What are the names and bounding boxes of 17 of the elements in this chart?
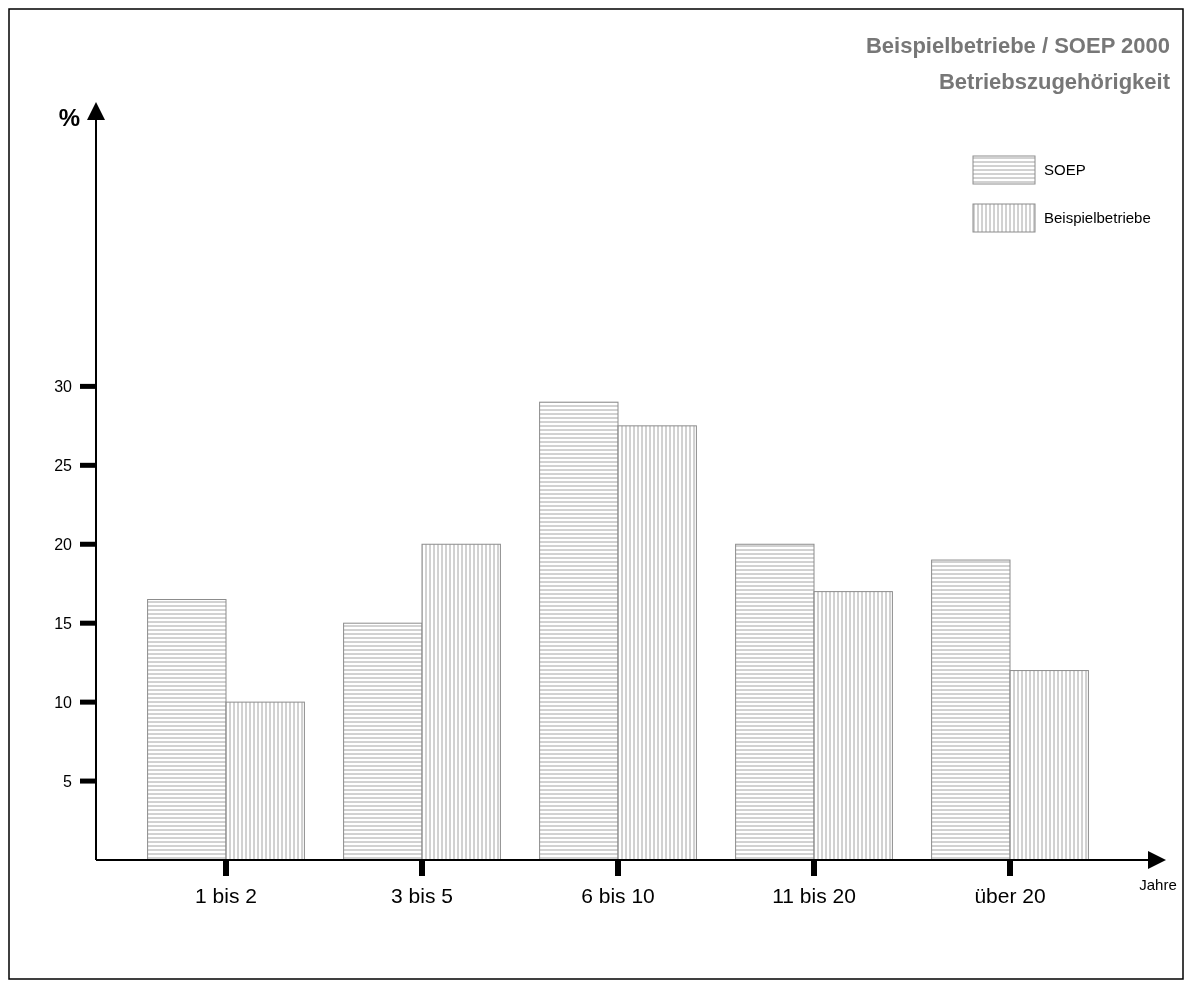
- x-tick-label: 1 bis 2: [195, 884, 257, 907]
- y-tick-label: 20: [54, 535, 73, 553]
- y-tick-label: 30: [54, 377, 73, 395]
- x-tick-label: über 20: [974, 884, 1046, 907]
- y-tick-label: 10: [54, 693, 73, 711]
- x-tick-label: 6 bis 10: [581, 884, 655, 907]
- y-axis-title: %: [58, 104, 80, 131]
- x-axis-title: Jahre: [1139, 876, 1177, 893]
- y-tick-label: 15: [54, 614, 73, 632]
- legend-label: SOEP: [1044, 161, 1086, 179]
- y-tick-label: 5: [63, 772, 73, 790]
- chart-subtitle: Betriebszugehörigkeit: [938, 69, 1171, 94]
- chart-title: Beispielbetriebe / SOEP 2000: [865, 33, 1170, 58]
- x-tick-label: 11 bis 20: [772, 884, 856, 907]
- legend-label: Beispielbetriebe: [1044, 209, 1151, 227]
- x-tick-label: 3 bis 5: [391, 884, 453, 907]
- y-tick-label: 25: [54, 456, 73, 474]
